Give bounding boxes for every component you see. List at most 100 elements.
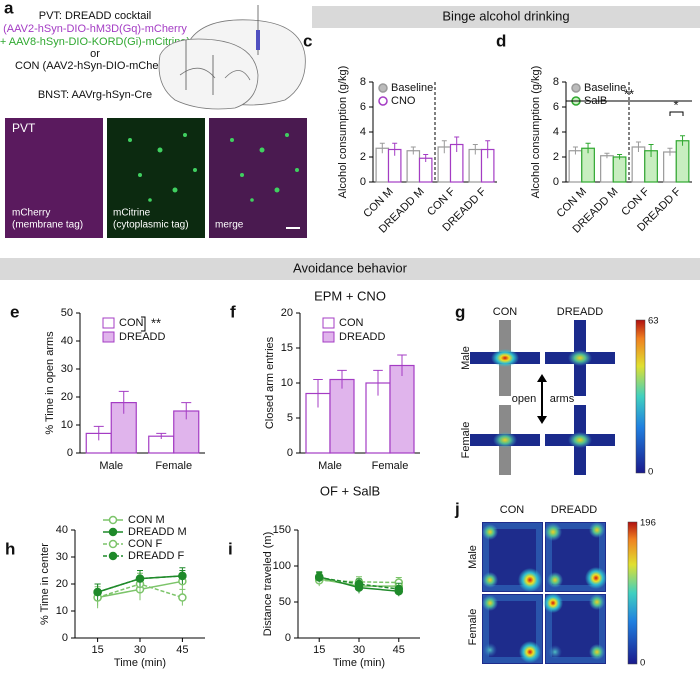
legend-label: CON F (128, 538, 163, 550)
y-tick-label: 8 (553, 76, 559, 88)
brain-schematic (158, 5, 306, 110)
y-tick-label: 10 (281, 377, 293, 389)
error-bar (485, 140, 491, 159)
column-label: DREADD (551, 504, 598, 516)
panel-letter: d (496, 31, 506, 50)
x-tick-label: 15 (313, 644, 325, 656)
image-label: merge (215, 220, 244, 231)
legend-label: Baseline (584, 82, 626, 94)
bar (329, 378, 355, 454)
y-axis-label: % Time in open arms (44, 331, 56, 435)
panel-letter: i (228, 539, 233, 558)
error-bar (617, 154, 623, 160)
error-bar (373, 369, 383, 396)
legend-label: DREADD (119, 331, 166, 343)
error-bar (118, 390, 129, 414)
micrograph (107, 118, 205, 238)
y-tick-label: 150 (273, 524, 291, 536)
x-tick-label: Female (155, 460, 192, 472)
x-tick-label: Male (318, 460, 342, 472)
x-tick-label: 30 (353, 644, 365, 656)
y-tick-label: 20 (56, 578, 68, 590)
colorbar-label: 63 (648, 316, 659, 327)
error-bar (667, 147, 673, 156)
panel-text: BNST: AAVrg-hSyn-Cre (38, 89, 152, 101)
point (178, 593, 187, 602)
panel-text: or (90, 48, 100, 60)
panel-letter: a (4, 0, 14, 17)
colorbar-label: 0 (648, 467, 653, 478)
error-bar (454, 136, 460, 152)
y-tick-label: 30 (56, 551, 68, 563)
legend-marker (108, 539, 118, 549)
significance-bracket (141, 316, 146, 332)
image-label: (cytoplasmic tag) (113, 220, 189, 231)
legend-label: CON (119, 317, 144, 329)
error-bar (181, 402, 192, 420)
legend-marker (322, 317, 335, 329)
x-tick-label: 45 (393, 644, 405, 656)
significance-bracket (669, 111, 684, 116)
column-label: CON (493, 306, 518, 318)
legend-marker (102, 317, 115, 329)
section-bar (312, 6, 700, 28)
error-bar (93, 425, 104, 441)
significance-label: ** (151, 315, 161, 330)
y-tick-label: 4 (360, 126, 366, 138)
of-heatmaps (482, 522, 607, 664)
error-bar (572, 146, 578, 155)
error-bar (313, 379, 323, 408)
bar (612, 156, 627, 183)
series-line (319, 576, 399, 590)
legend-marker (108, 551, 118, 561)
y-tick-label: 50 (279, 596, 291, 608)
bar (581, 147, 595, 183)
error-bar (648, 144, 654, 157)
legend-marker (322, 331, 335, 343)
y-tick-label: 0 (553, 176, 559, 188)
error-bar (156, 432, 167, 439)
y-axis-label: % Time in center (39, 543, 51, 625)
micrograph (5, 118, 103, 238)
legend-label: CNO (391, 95, 416, 107)
point (394, 584, 404, 594)
error-bar (423, 154, 429, 162)
significance-label: * (673, 97, 678, 112)
legend-marker (102, 331, 115, 343)
panel-letter: g (455, 302, 465, 321)
panel-letter: c (303, 31, 312, 50)
y-axis-label: Closed arm entries (264, 336, 276, 429)
legend-marker (571, 83, 581, 93)
legend-label: CON (339, 317, 364, 329)
bar (675, 140, 690, 183)
x-tick-label: Male (99, 460, 123, 472)
y-tick-label: 2 (553, 151, 559, 163)
error-bar (337, 369, 347, 389)
panel-text: PVT: DREADD cocktail (39, 10, 151, 22)
error-bar (680, 135, 686, 146)
y-tick-label: 0 (285, 632, 291, 644)
y-tick-label: 4 (553, 126, 559, 138)
subsection-title: EPM + CNO (314, 288, 386, 303)
y-tick-label: 6 (360, 101, 366, 113)
bar (568, 150, 583, 183)
arrow-label: arms (550, 393, 575, 405)
y-tick-label: 2 (360, 151, 366, 163)
arrow-label: open (512, 393, 536, 405)
row-label: Female (460, 422, 472, 459)
x-tick-label: 15 (91, 644, 103, 656)
point (135, 574, 145, 583)
colorbar (635, 319, 646, 474)
section-title: Avoidance behavior (293, 260, 408, 275)
error-bar (604, 152, 610, 159)
image-label: mCherry (12, 208, 50, 219)
panel-text: CON (AAV2-hSyn-DIO-mCherry) (15, 60, 175, 72)
y-tick-label: 40 (56, 524, 68, 536)
legend-marker (108, 515, 118, 525)
row-label: Male (467, 545, 479, 569)
image-label: PVT (12, 121, 36, 135)
y-tick-label: 0 (62, 632, 68, 644)
point (354, 579, 364, 589)
colorbar (627, 521, 638, 665)
